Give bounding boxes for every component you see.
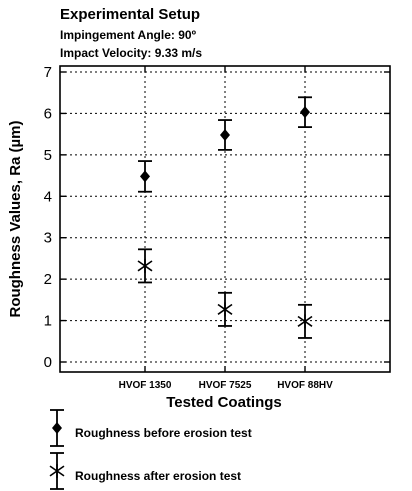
x-axis-label: Tested Coatings	[166, 394, 282, 411]
before-point	[140, 170, 150, 183]
legend-item-after: Roughness after erosion test	[49, 452, 241, 490]
data-marks	[137, 96, 313, 339]
chart-title: Experimental Setup	[60, 6, 201, 23]
y-axis-label: Roughness Values, Ra (µm)	[7, 120, 24, 317]
before-point	[300, 106, 310, 119]
y-tick-label: 2	[44, 271, 52, 288]
asterisk-stroke	[217, 303, 233, 315]
y-axis-ticks: 0 1 2 3 4 5 6 7	[44, 64, 390, 371]
after-point	[297, 314, 313, 329]
y-tick-label: 3	[44, 230, 52, 247]
legend-asterisk-marker	[49, 464, 65, 478]
y-tick-label: 4	[44, 188, 52, 205]
y-tick-label: 5	[44, 147, 52, 164]
y-tick-label: 0	[44, 354, 52, 371]
after-point	[137, 258, 153, 273]
legend: Roughness before erosion test Roughness a…	[49, 409, 252, 490]
after-point	[217, 302, 233, 317]
impact-velocity-label: Impact Velocity: 9.33 m/s	[60, 46, 203, 60]
x-category-label: HVOF 7525	[199, 380, 252, 391]
legend-item-before: Roughness before erosion test	[50, 409, 252, 447]
y-tick-label: 1	[44, 313, 52, 330]
impingement-angle-label: Impingement Angle: 90º	[60, 28, 196, 42]
y-tick-label: 7	[44, 64, 52, 81]
x-axis-ticks: HVOF 1350 HVOF 7525 HVOF 88HV	[119, 66, 333, 391]
y-tick-label: 6	[44, 105, 52, 122]
asterisk-stroke	[137, 260, 153, 272]
legend-label: Roughness after erosion test	[75, 469, 241, 483]
legend-label: Roughness before erosion test	[75, 426, 252, 440]
x-category-label: HVOF 1350	[119, 380, 172, 391]
legend-diamond-marker	[52, 422, 62, 434]
asterisk-stroke	[49, 465, 65, 477]
asterisk-stroke	[297, 315, 313, 327]
x-category-label: HVOF 88HV	[277, 380, 333, 391]
before-point	[220, 128, 230, 141]
